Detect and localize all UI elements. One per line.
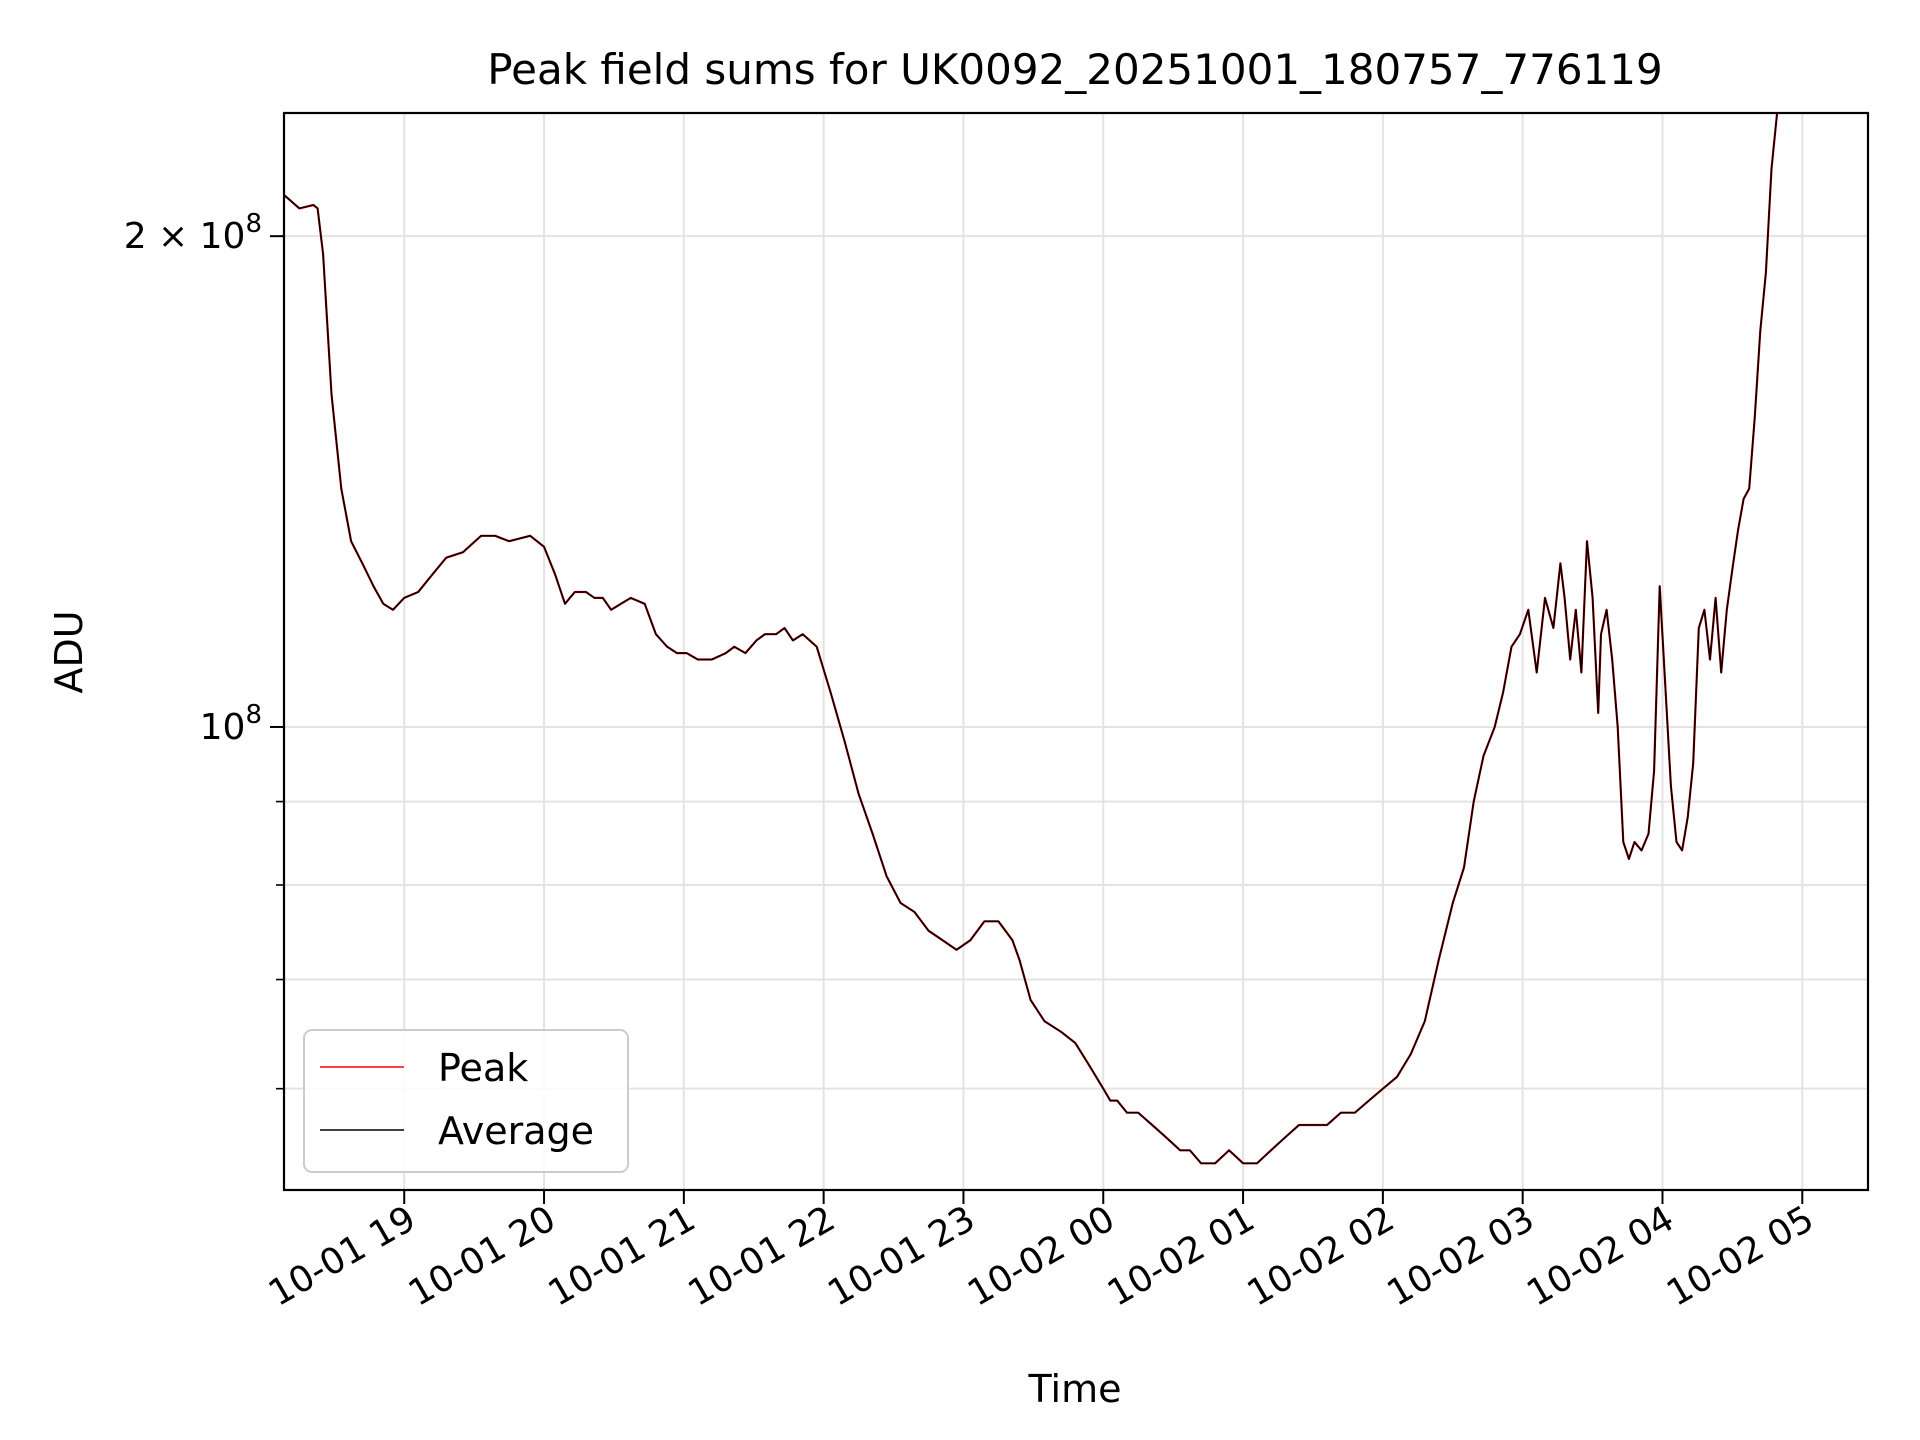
x-tick-label: 10-02 05 [1660,1198,1821,1314]
x-tick-label: 10-02 03 [1381,1198,1542,1314]
legend-label-average: Average [438,1109,594,1153]
x-tick-label: 10-02 04 [1520,1198,1681,1314]
y-tick-label-exponent: 8 [245,700,262,730]
y-tick-label-base: 2 × 10 [124,216,246,257]
y-tick-label-base: 10 [200,707,246,748]
x-tick-label: 10-02 02 [1241,1198,1402,1314]
series-layer [284,113,1779,1165]
x-tick-label: 10-01 21 [542,1198,703,1314]
y-tick-label: 2 × 108 [124,209,262,257]
x-tick-label: 10-01 23 [821,1198,982,1314]
x-axis-label: Time [1028,1367,1122,1411]
x-tick-label: 10-02 01 [1101,1198,1262,1314]
legend-label-peak: Peak [438,1046,528,1090]
series-line-peak [284,113,1779,1165]
x-tick-label: 10-01 19 [262,1198,423,1314]
x-tick-label: 10-01 20 [402,1198,563,1314]
x-tick-label: 10-01 22 [681,1198,842,1314]
y-tick-label-exponent: 8 [245,209,262,239]
plot-frame [282,111,1870,1192]
chart-title: Peak field sums for UK0092_20251001_1807… [487,45,1662,94]
y-axis-label: ADU [47,610,91,693]
x-tick-label: 10-02 00 [961,1198,1122,1314]
y-tick-label: 108 [200,700,262,748]
grid-layer [284,113,1868,1190]
legend-box [303,1029,629,1173]
series-line-average [284,113,1778,1165]
legend: Peak Average [303,1029,629,1173]
